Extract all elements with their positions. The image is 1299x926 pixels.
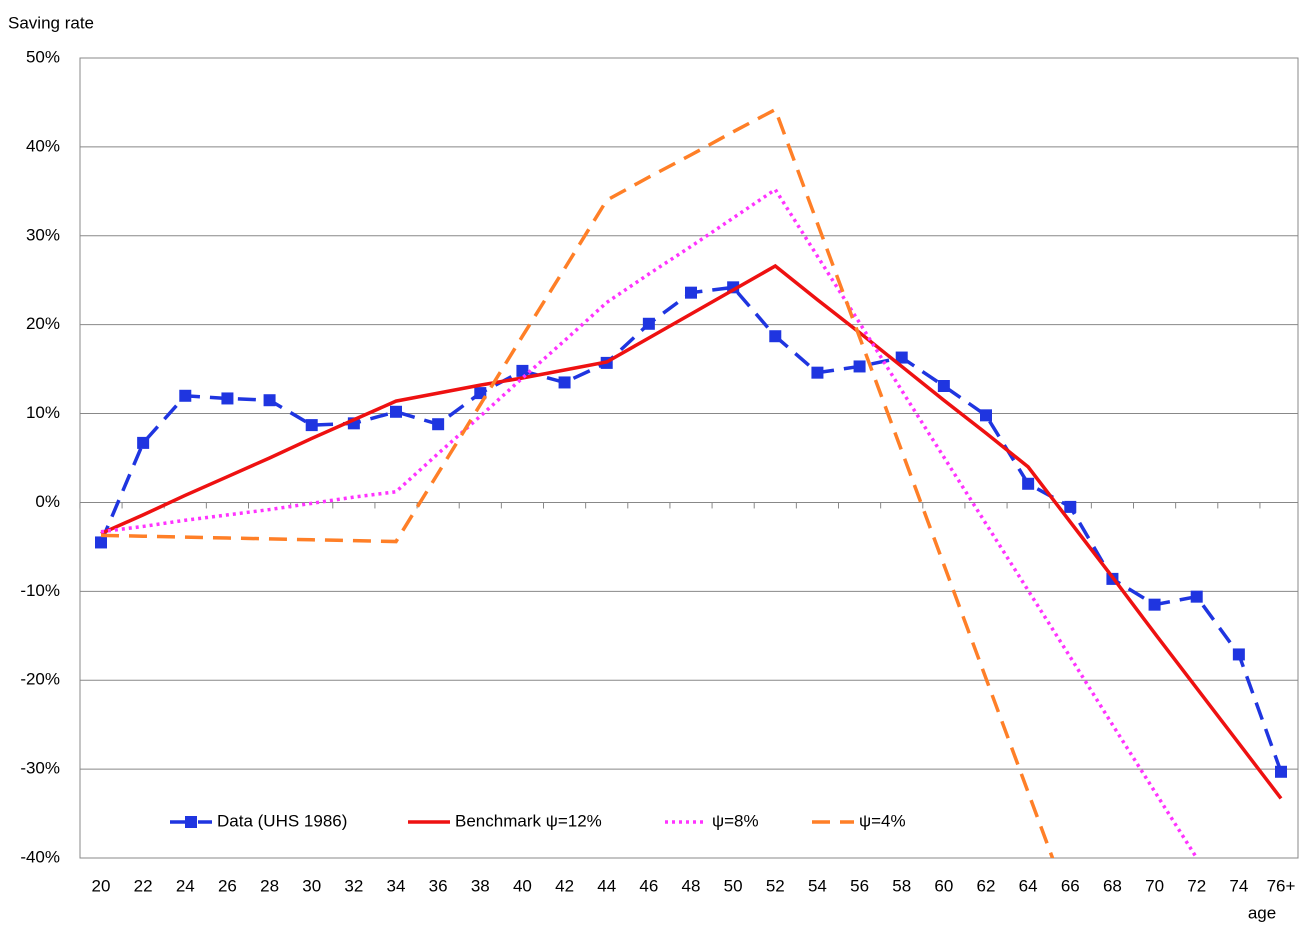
data-marker (516, 364, 529, 377)
data-marker (980, 409, 992, 422)
data-marker (432, 418, 445, 431)
data-marker (1148, 598, 1161, 611)
data-marker (263, 394, 276, 407)
x-tick-label: 60 (934, 876, 953, 895)
y-tick-label: 40% (26, 136, 60, 155)
y-axis-title: Saving rate (8, 13, 94, 32)
x-tick-label: 38 (471, 876, 490, 895)
x-axis-title: age (1248, 903, 1276, 922)
x-tick-label: 74 (1229, 876, 1248, 895)
data-marker (685, 286, 697, 299)
plot-area (95, 107, 1287, 858)
y-tick-label: -20% (20, 670, 60, 689)
x-tick-label: 44 (597, 876, 616, 895)
data-marker (937, 380, 950, 392)
y-tick-label: -10% (20, 581, 60, 600)
x-tick-label: 70 (1145, 876, 1164, 895)
series-line (100, 263, 1283, 800)
x-tick-label: 72 (1187, 876, 1206, 895)
data-marker (642, 317, 655, 330)
y-tick-label: -30% (20, 759, 60, 778)
data-marker (1022, 477, 1035, 490)
y-tick-label: 20% (26, 314, 60, 333)
data-marker (221, 392, 234, 405)
x-tick-label: 42 (555, 876, 574, 895)
data-marker (769, 330, 782, 343)
x-tick-label: 62 (977, 876, 996, 895)
series-line (100, 187, 1199, 858)
x-tick-label: 30 (302, 876, 321, 895)
x-tick-label: 50 (724, 876, 743, 895)
data-marker (95, 536, 107, 549)
x-tick-label: 56 (850, 876, 869, 895)
plot-border (79, 57, 1299, 859)
data-marker (895, 351, 908, 364)
y-tick-label: 30% (26, 225, 60, 244)
x-tick-label: 76+ (1267, 876, 1296, 895)
y-tick-label: 10% (26, 403, 60, 422)
y-tick-label: 50% (26, 47, 60, 66)
x-tick-label: 48 (682, 876, 701, 895)
x-tick-label: 64 (1019, 876, 1038, 895)
data-marker (137, 436, 150, 449)
data-marker (1232, 648, 1245, 661)
x-tick-label: 58 (892, 876, 911, 895)
x-tick-label: 34 (387, 876, 406, 895)
data-marker (1275, 765, 1287, 778)
data-marker (811, 366, 824, 379)
x-tick-label: 46 (639, 876, 658, 895)
x-tick-label: 66 (1061, 876, 1080, 895)
x-tick-label: 24 (176, 876, 195, 895)
legend-label: Data (UHS 1986) (217, 811, 347, 830)
x-tick-label: 40 (513, 876, 532, 895)
x-tick-label: 22 (134, 876, 153, 895)
y-tick-label: 0% (35, 492, 60, 511)
legend-marker (185, 816, 197, 828)
x-tick-label: 68 (1103, 876, 1122, 895)
series-line (99, 285, 1283, 773)
x-tick-label: 52 (766, 876, 785, 895)
data-marker (305, 419, 318, 432)
x-tick-label: 20 (92, 876, 111, 895)
x-tick-label: 28 (260, 876, 279, 895)
x-tick-label: 54 (808, 876, 827, 895)
data-marker (853, 360, 866, 373)
data-marker (1190, 590, 1203, 603)
x-tick-label: 32 (344, 876, 363, 895)
series-line (100, 107, 1055, 858)
x-tick-label: 36 (429, 876, 448, 895)
data-marker (558, 376, 571, 389)
legend-label: ψ=4% (859, 811, 906, 830)
x-tick-label: 26 (218, 876, 237, 895)
data-marker (179, 389, 192, 402)
y-tick-label: -40% (20, 847, 60, 866)
data-marker (390, 405, 402, 418)
legend-label: Benchmark ψ=12% (455, 811, 602, 830)
legend-label: ψ=8% (712, 811, 759, 830)
data-marker (474, 387, 487, 400)
data-marker (1064, 500, 1077, 513)
